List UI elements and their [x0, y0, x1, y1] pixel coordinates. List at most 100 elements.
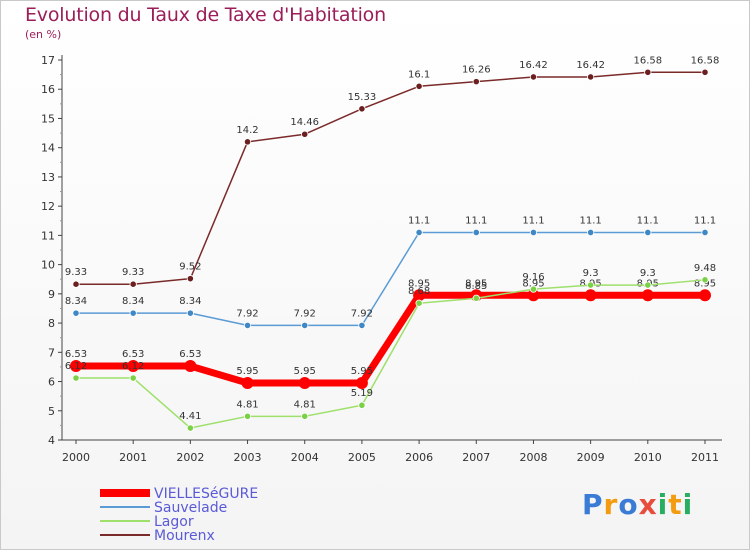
data-label: 8.85 [465, 281, 487, 292]
data-label: 11.1 [580, 215, 602, 226]
data-point [129, 309, 137, 317]
data-label: 9.3 [640, 268, 656, 279]
data-label: 16.26 [462, 65, 491, 76]
y-tick-label: 8 [48, 317, 55, 330]
y-tick-label: 7 [48, 346, 55, 359]
data-label: 9.48 [694, 263, 716, 274]
data-point [72, 374, 80, 382]
data-point [301, 412, 309, 420]
data-point [701, 228, 709, 237]
series-line [76, 231, 705, 327]
legend-entry: Lagor [154, 514, 194, 530]
data-label: 11.1 [465, 215, 487, 226]
data-point [587, 73, 595, 81]
data-point [184, 360, 197, 373]
series-lagor: 6.12 6.12 4.41 4.81 4.81 5.19 8.68 8.85 9.16 9.3 9… [65, 263, 716, 432]
data-label: 9.33 [122, 267, 144, 278]
proxiti-logo: Proxiti [582, 488, 693, 521]
data-label: 11.1 [408, 215, 430, 226]
data-label: 16.58 [633, 55, 662, 66]
data-label: 7.92 [236, 308, 258, 319]
data-label: 16.42 [519, 60, 548, 71]
data-point [527, 289, 540, 302]
data-label: 5.95 [236, 366, 258, 377]
data-point [701, 68, 709, 76]
data-point [415, 82, 423, 90]
chart-title: Evolution du Taux de Taxe d'Habitation [25, 4, 386, 26]
series-mourenx: 9.33 9.33 9.52 14.2 14.46 15.33 16.1 16.26 16.42… [65, 55, 719, 288]
x-tick-label: 2008 [519, 451, 547, 464]
data-label: 6.12 [122, 361, 144, 372]
x-tick-label: 2005 [348, 451, 376, 464]
data-label: 5.95 [294, 366, 316, 377]
x-tick-label: 2011 [691, 451, 719, 464]
x-tick-label: 2002 [176, 451, 204, 464]
data-label: 14.46 [290, 117, 319, 128]
legend-entry: Mourenx [154, 528, 215, 544]
data-point [301, 321, 309, 330]
data-point [641, 289, 654, 302]
data-label: 6.53 [65, 349, 87, 360]
data-point [587, 228, 595, 237]
y-tick-label: 12 [41, 200, 55, 213]
data-point [699, 289, 711, 302]
y-tick-label: 9 [48, 288, 55, 301]
data-label: 6.12 [65, 361, 87, 372]
data-point [358, 401, 366, 409]
data-label: 8.34 [122, 296, 144, 307]
y-tick-label: 11 [41, 229, 55, 242]
data-point [186, 424, 194, 432]
data-label: 8.95 [408, 278, 430, 289]
series-line [76, 291, 705, 387]
data-point [243, 321, 252, 330]
logo-letter: x [638, 488, 658, 521]
data-point [358, 321, 366, 330]
series-vielleségure: 6.53 6.53 6.53 5.95 5.95 5.95 8.95 8.95 8.95 8.95… [65, 278, 716, 389]
x-tick-label: 2010 [634, 451, 662, 464]
series-line [76, 71, 705, 285]
x-tick-label: 2003 [234, 451, 262, 464]
data-point [587, 281, 595, 289]
data-point [127, 360, 140, 373]
y-tick-label: 17 [41, 54, 55, 67]
data-label: 7.92 [351, 308, 373, 319]
logo-letter: P [582, 488, 604, 521]
data-label: 5.95 [351, 366, 373, 377]
data-point [301, 130, 309, 138]
x-tick-label: 2009 [577, 451, 605, 464]
data-point [644, 68, 652, 76]
data-label: 6.53 [179, 349, 201, 360]
data-point [584, 289, 597, 302]
data-label: 9.16 [522, 272, 544, 283]
data-point [355, 377, 368, 389]
data-label: 8.68 [408, 286, 430, 297]
chart-subtitle: (en %) [25, 28, 62, 41]
data-label: 8.95 [465, 278, 487, 289]
data-point [129, 374, 137, 382]
x-tick-label: 2001 [119, 451, 147, 464]
y-tick-label: 4 [48, 434, 55, 447]
data-point [644, 281, 652, 289]
data-point [529, 285, 538, 293]
logo-letter: r [603, 488, 619, 521]
legend-entry: Sauvelade [154, 500, 227, 516]
data-label: 4.81 [294, 399, 316, 410]
legend-entry: VIELLESéGURE [154, 486, 258, 502]
x-tick-label: 2000 [62, 451, 90, 464]
data-point [644, 228, 652, 237]
data-point [358, 105, 366, 113]
data-label: 4.41 [179, 411, 201, 422]
y-tick-label: 10 [41, 259, 55, 272]
data-point [413, 289, 426, 302]
data-label: 14.2 [236, 125, 258, 136]
data-label: 16.42 [576, 60, 605, 71]
data-point [70, 360, 82, 373]
data-point [241, 377, 254, 389]
data-label: 9.33 [65, 267, 87, 278]
x-tick-label: 2007 [462, 451, 490, 464]
data-point [701, 276, 709, 284]
data-point [529, 73, 538, 81]
y-tick-label: 15 [41, 112, 55, 125]
